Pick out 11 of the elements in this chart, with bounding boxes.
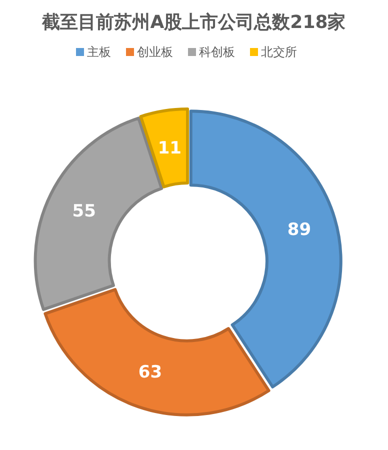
data-label: 89 xyxy=(287,220,312,240)
data-label: 63 xyxy=(138,362,162,383)
chart-title: 截至目前苏州A股上市公司总数218家 xyxy=(41,12,346,33)
donut-slice xyxy=(44,288,270,416)
legend-label: 科创板 xyxy=(199,45,235,59)
legend-label: 主板 xyxy=(87,45,111,59)
data-label: 55 xyxy=(72,201,96,222)
legend-label: 北交所 xyxy=(261,45,297,59)
data-label: 11 xyxy=(158,138,182,158)
legend-label: 创业板 xyxy=(137,45,173,59)
donut-slice xyxy=(139,108,190,188)
